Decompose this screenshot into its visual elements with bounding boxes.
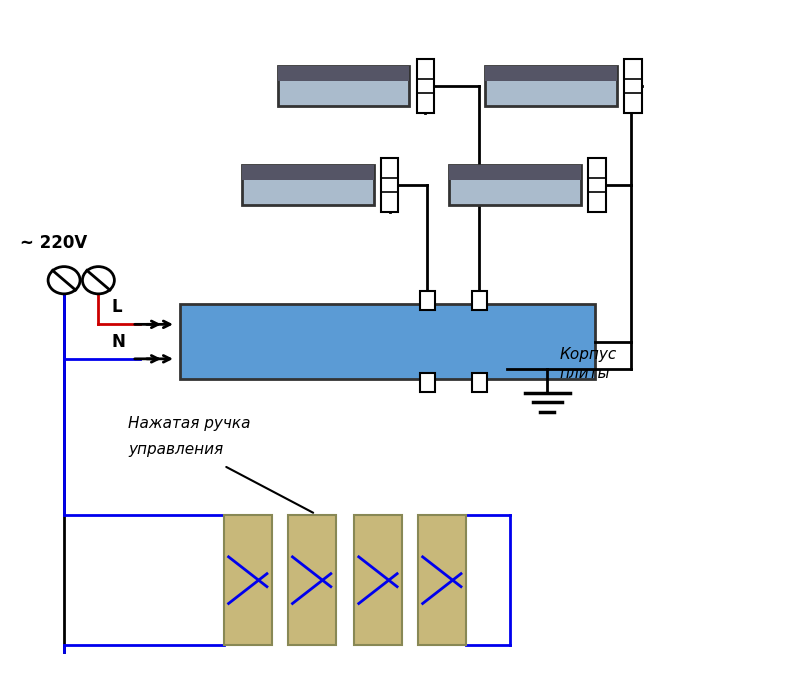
Text: Нажатая ручка: Нажатая ручка [128, 416, 250, 431]
Bar [472, 290, 487, 310]
Bar [242, 165, 374, 180]
Bar [354, 515, 402, 645]
Bar [449, 165, 581, 204]
Bar [472, 373, 487, 393]
Bar [420, 373, 435, 393]
Bar [224, 515, 272, 645]
Bar [287, 515, 336, 645]
Text: Корпус: Корпус [559, 346, 617, 362]
Bar [485, 66, 617, 106]
Text: L: L [112, 298, 123, 316]
Bar [242, 165, 374, 204]
Bar [485, 66, 617, 81]
Bar [278, 66, 409, 106]
Text: управления: управления [128, 442, 223, 457]
Bar [420, 290, 435, 310]
Text: плиты: плиты [559, 366, 610, 381]
Bar [381, 157, 399, 212]
Bar [418, 515, 466, 645]
Bar [180, 304, 596, 379]
Text: ~ 220V: ~ 220V [20, 234, 87, 252]
Bar [625, 59, 642, 113]
Bar [449, 165, 581, 180]
Text: N: N [112, 333, 126, 351]
Bar [278, 66, 409, 81]
Bar [588, 157, 606, 212]
Bar [416, 59, 434, 113]
